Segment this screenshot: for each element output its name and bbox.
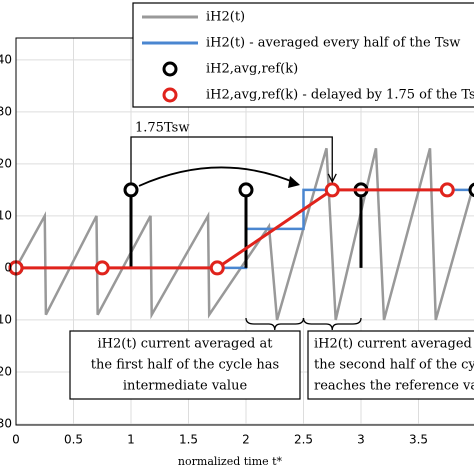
sawtooth-line	[14, 147, 474, 321]
y-tick-label: -20	[0, 364, 12, 378]
y-tick-label: -10	[0, 312, 12, 326]
legend-swatch	[162, 61, 178, 77]
annotation-text: iH2(t) current averaged at	[98, 337, 274, 352]
x-tick-label: 2	[242, 433, 250, 447]
annotation-box	[69, 330, 301, 400]
x-tick-label: 3	[357, 433, 365, 447]
delay-label: 1.75Tsw	[135, 121, 189, 136]
legend-label: iH2,avg,ref(k) - delayed by 1.75 of the …	[206, 88, 474, 103]
x-tick-label: 0	[12, 433, 20, 447]
y-tick-label: 40	[0, 52, 12, 66]
y-tick-label: 20	[0, 156, 12, 170]
y-tick-label: 0	[4, 260, 12, 274]
legend-label: iH2(t)	[206, 10, 245, 25]
marks	[8, 147, 474, 321]
legend-label: iH2(t) - averaged every half of the Tsw	[206, 36, 460, 51]
curve-arrowhead	[288, 176, 300, 188]
x-tick-label: 1	[127, 433, 135, 447]
y-tick-label: 10	[0, 208, 12, 222]
legend-label: iH2,avg,ref(k)	[206, 62, 298, 77]
legend-box	[132, 2, 474, 108]
delay-bracket	[130, 136, 333, 184]
brace	[302, 317, 362, 331]
x-axis-label: normalized time t*	[178, 455, 283, 468]
x-tick-label: 1.5	[179, 433, 198, 447]
delayed-marker	[94, 260, 110, 276]
stem-marker	[238, 182, 254, 198]
x-tick-label: 0.5	[64, 433, 83, 447]
delay-curve	[138, 166, 299, 187]
annotation-text: reaches the reference value	[314, 379, 474, 394]
delay-arrowhead	[327, 173, 337, 184]
delayed-marker	[324, 182, 340, 198]
delayed-line	[16, 188, 448, 270]
y-tick-label: -30	[0, 416, 12, 430]
y-tick-label: 30	[0, 104, 12, 118]
annotation-text: iH2(t) current averaged at	[314, 337, 474, 352]
legend-swatch	[162, 87, 178, 103]
annotation-text: the first half of the cycle has	[91, 358, 279, 373]
delayed-marker	[209, 260, 225, 276]
x-tick-label: 3.5	[409, 433, 428, 447]
x-tick-label: 2.5	[294, 433, 313, 447]
annotation-box	[307, 330, 474, 400]
annotation-text: intermediate value	[123, 379, 248, 394]
stem-marker	[123, 182, 139, 198]
annotation-text: the second half of the cycle	[314, 358, 474, 373]
brace	[245, 317, 305, 331]
stem-marker	[468, 182, 474, 198]
delayed-marker	[439, 182, 455, 198]
